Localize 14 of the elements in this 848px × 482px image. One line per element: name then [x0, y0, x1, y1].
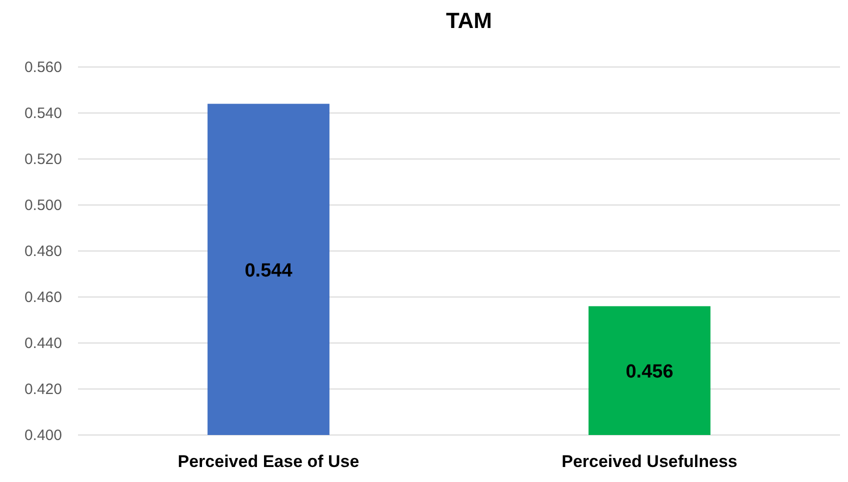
data-label: 0.544 [244, 260, 293, 282]
y-tick-label: 0.420 [24, 381, 62, 398]
y-tick-label: 0.440 [24, 335, 62, 352]
x-tick-label: Perceived Usefulness [562, 452, 738, 471]
y-tick-label: 0.560 [24, 59, 62, 76]
y-tick-label: 0.460 [24, 289, 62, 306]
y-tick-label: 0.540 [24, 105, 62, 122]
y-tick-label: 0.480 [24, 243, 62, 260]
chart-title: TAM [446, 8, 492, 33]
x-tick-label: Perceived Ease of Use [178, 452, 360, 471]
y-tick-label: 0.400 [24, 427, 62, 444]
y-tick-label: 0.500 [24, 197, 62, 214]
data-label: 0.456 [626, 362, 674, 383]
y-tick-label: 0.520 [24, 151, 62, 168]
